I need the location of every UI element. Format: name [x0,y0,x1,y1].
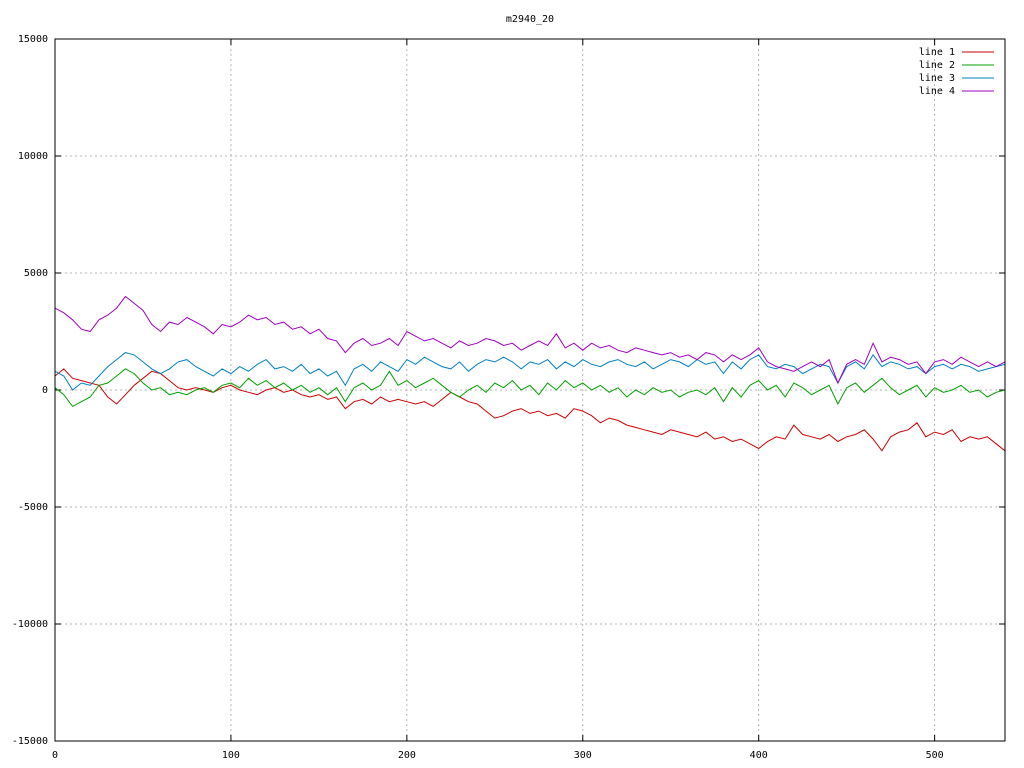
chart-title: m2940_20 [506,14,554,25]
legend-label: line 4 [919,86,955,97]
legend-label: line 3 [919,73,955,84]
y-tick-label: -5000 [18,502,48,513]
y-tick-label: 10000 [18,151,48,162]
legend: line 1 line 2 line 3 line 4 [919,47,994,97]
legend-label: line 2 [919,60,955,71]
series-lines [54,295,1006,452]
series-line-4 [54,295,1006,385]
y-tick-label: 5000 [24,268,48,279]
legend-label: line 1 [919,47,955,58]
x-tick-label: 500 [926,750,944,761]
plot-frame [54,38,1006,742]
y-tick-label: -10000 [12,619,48,630]
x-tick-label: 100 [222,750,240,761]
grid [55,39,1005,741]
series-line-3 [54,352,1006,391]
x-tick-label: 300 [574,750,592,761]
x-tick-label: 400 [750,750,768,761]
x-tick-label: 200 [398,750,416,761]
y-tick-label: 15000 [18,34,48,45]
y-tick-label: 0 [42,385,48,396]
series-line-2 [54,368,1006,408]
x-tick-label: 0 [52,750,58,761]
y-tick-label: -15000 [12,736,48,747]
axis-ticks: -15000 -10000 -5000 0 5000 10000 15000 0 100 200 3… [12,34,1005,761]
series-line-1 [54,368,1006,452]
